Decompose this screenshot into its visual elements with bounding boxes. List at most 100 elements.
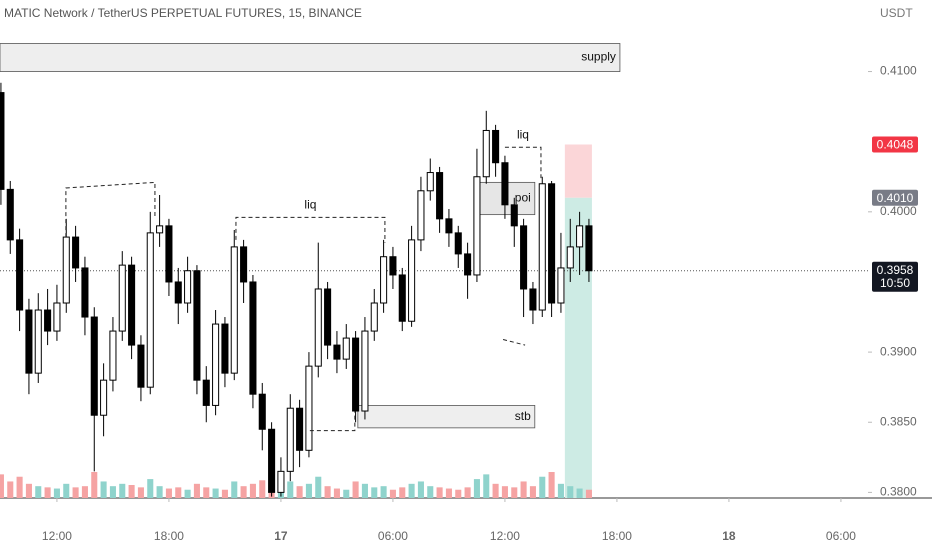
volume-bar xyxy=(53,488,60,498)
last-price-label: 0.3958 xyxy=(877,263,914,277)
candle-body xyxy=(557,267,565,304)
volume-bar xyxy=(352,481,359,498)
candle-body xyxy=(473,176,481,276)
candle-body xyxy=(398,274,406,322)
candle-body xyxy=(0,92,5,190)
candle-body xyxy=(230,246,238,374)
candle-body xyxy=(501,162,509,206)
candle-body xyxy=(72,236,80,269)
volume-bar xyxy=(147,479,154,498)
candle-body xyxy=(352,337,360,412)
zone-label: stb xyxy=(515,409,531,423)
candle-body xyxy=(417,190,425,241)
candle-body xyxy=(380,256,388,304)
volume-bar xyxy=(137,487,144,498)
volume-bar xyxy=(165,488,172,498)
volume-bar xyxy=(128,485,135,498)
zone-label: poi xyxy=(515,191,531,205)
volume-bar xyxy=(63,483,70,498)
volume-bar xyxy=(296,486,303,498)
candle-body xyxy=(118,264,126,332)
candle-body xyxy=(240,246,248,283)
candle-body xyxy=(305,365,313,451)
volume-bar xyxy=(315,476,322,498)
volume-bar xyxy=(91,472,98,498)
candle-body xyxy=(426,172,434,192)
volume-bar xyxy=(585,489,592,498)
dashed-line xyxy=(504,146,542,179)
candle-body xyxy=(277,470,285,493)
candle-body xyxy=(566,246,574,269)
volume-bar xyxy=(567,486,574,498)
candle-body xyxy=(492,129,500,164)
volume-bar xyxy=(259,480,266,498)
candle-body xyxy=(146,232,154,388)
price-label: 0.4010 xyxy=(877,191,914,205)
volume-bar xyxy=(389,489,396,498)
x-tick-label: 06:00 xyxy=(826,529,856,543)
volume-bar xyxy=(0,474,4,498)
volume-bar xyxy=(240,486,247,498)
volume-bar xyxy=(427,486,434,498)
candle-body xyxy=(212,323,220,406)
candle-body xyxy=(109,330,117,381)
volume-bar xyxy=(520,481,527,498)
candle-body xyxy=(258,393,266,430)
y-tick-label: 0.4000 xyxy=(880,204,917,218)
volume-bar xyxy=(333,488,340,498)
dashed-line-label: liq xyxy=(304,198,316,212)
dashed-line xyxy=(65,181,156,238)
volume-bar xyxy=(16,476,23,498)
volume-bar xyxy=(119,483,126,498)
volume-bar xyxy=(380,486,387,498)
candle-body xyxy=(520,225,528,290)
volume-bar xyxy=(501,486,508,498)
volume-bar xyxy=(249,483,256,498)
candle-body xyxy=(16,239,24,311)
volume-bar xyxy=(203,487,210,498)
volume-bar xyxy=(184,489,191,498)
x-tick-label: 06:00 xyxy=(378,529,408,543)
volume-bar xyxy=(72,487,79,498)
candle-body xyxy=(482,129,490,178)
volume-bar xyxy=(25,483,32,498)
y-tick-label: 0.3900 xyxy=(880,344,917,358)
candle-body xyxy=(202,379,210,406)
dashed-line xyxy=(502,338,526,346)
dashed-line xyxy=(309,411,356,432)
x-tick-label: 12:00 xyxy=(490,529,520,543)
zone xyxy=(0,43,621,72)
volume-bar xyxy=(343,489,350,498)
volume-bar xyxy=(156,486,163,498)
candle-body xyxy=(529,288,537,311)
volume-bar xyxy=(483,474,490,498)
volume-bar xyxy=(361,483,368,498)
countdown-label: 10:50 xyxy=(880,276,910,290)
volume-bar xyxy=(455,489,462,498)
candle-body xyxy=(314,288,322,367)
candle-body xyxy=(454,232,462,255)
candle-body xyxy=(548,183,556,304)
volume-bar xyxy=(175,487,182,498)
x-tick-label: 12:00 xyxy=(42,529,72,543)
candle-body xyxy=(333,344,341,360)
candle-body xyxy=(34,309,42,374)
volume-bar xyxy=(193,483,200,498)
candle-body xyxy=(370,302,378,332)
volume-bar xyxy=(221,489,228,498)
candle-body xyxy=(81,267,89,318)
y-tick-label: 0.4100 xyxy=(880,64,917,78)
volume-bar xyxy=(464,487,471,498)
volume-bar xyxy=(576,488,583,498)
candle-body xyxy=(576,225,584,248)
volume-bar xyxy=(231,481,238,498)
x-tick-label: 18 xyxy=(722,529,736,543)
volume-bar xyxy=(417,481,424,498)
candle-body xyxy=(90,316,98,416)
volume-bar xyxy=(7,481,14,498)
target-zone xyxy=(564,144,592,198)
candle-body xyxy=(436,172,444,220)
volume-bar xyxy=(436,487,443,498)
volume-bar xyxy=(324,486,331,498)
